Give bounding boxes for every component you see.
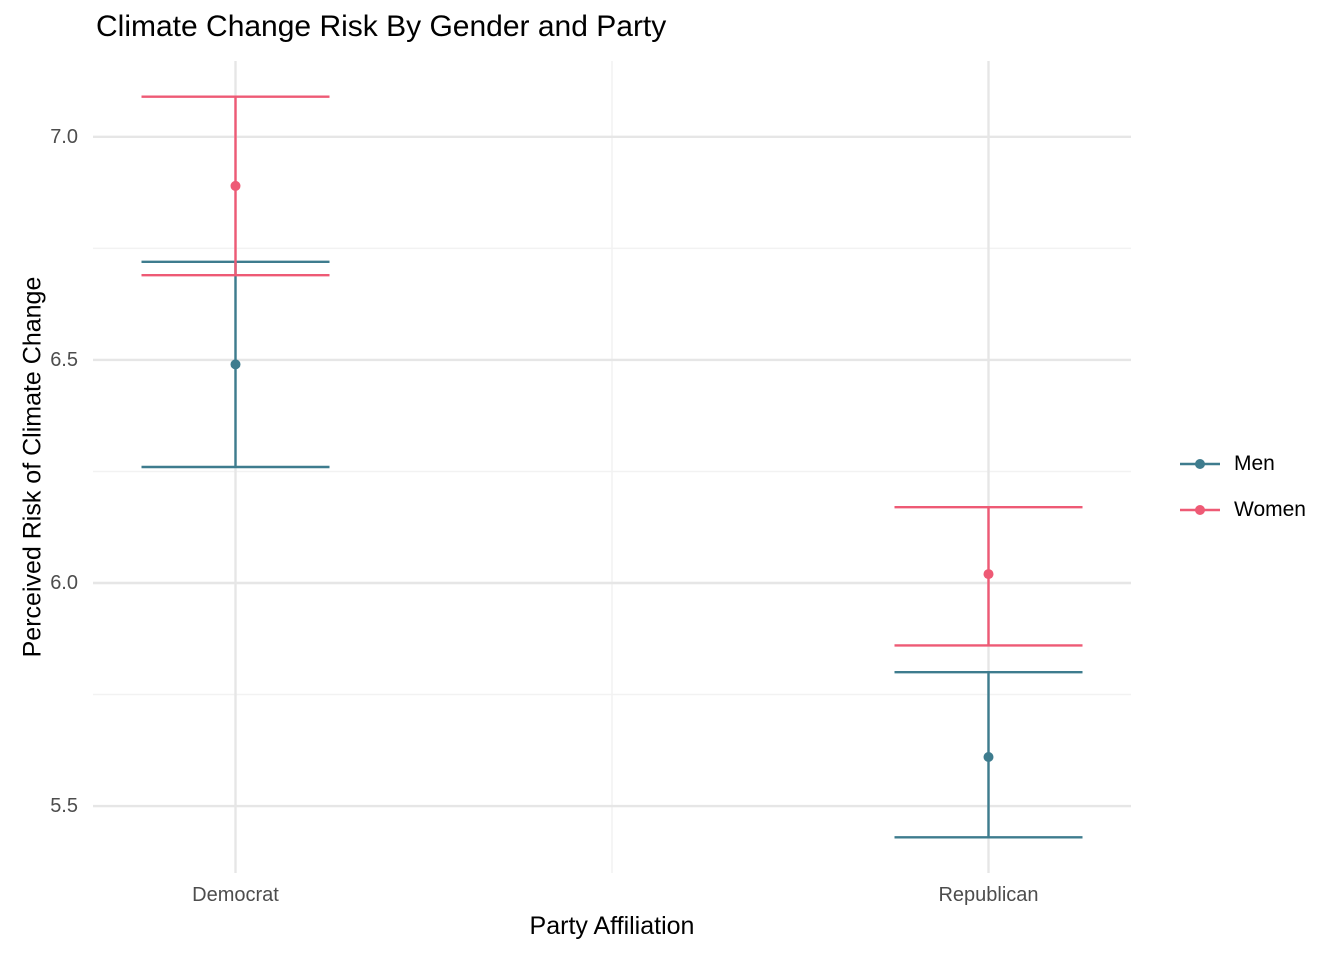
y-tick-label-7.0: 7.0 xyxy=(50,125,78,148)
legend-entry-women: Women xyxy=(1178,498,1306,522)
legend-key-point xyxy=(1195,459,1205,469)
y-tick-label-6.0: 6.0 xyxy=(50,572,78,594)
data-point-women-democrat xyxy=(230,180,241,191)
legend-key-point xyxy=(1195,505,1205,515)
chart-title: Climate Change Risk By Gender and Party xyxy=(96,10,667,43)
y-tick-label-6.5: 6.5 xyxy=(50,348,78,371)
x-tick-label-democrat: Democrat xyxy=(192,884,279,906)
data-point-women-republican xyxy=(983,569,994,580)
x-tick-label-republican: Republican xyxy=(938,884,1039,906)
legend-key-men-icon xyxy=(1180,459,1220,469)
data-point-men-republican xyxy=(983,752,994,762)
legend-entry-men: Men xyxy=(1178,452,1275,476)
legend-key-women-icon xyxy=(1180,505,1220,515)
x-axis-title: Party Affiliation xyxy=(529,912,695,940)
data-point-men-democrat xyxy=(230,359,241,370)
legend-label-men: Men xyxy=(1234,452,1275,475)
legend-label-women: Women xyxy=(1234,498,1306,521)
y-tick-label-5.5: 5.5 xyxy=(50,795,78,818)
